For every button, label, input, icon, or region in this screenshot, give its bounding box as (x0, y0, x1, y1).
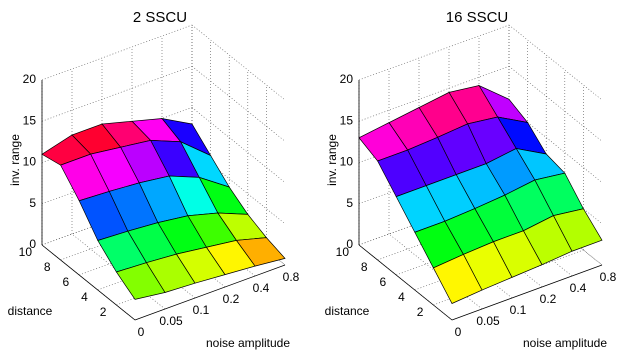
z-tick-label: 0 (346, 237, 353, 251)
y-tick-label: 8 (44, 260, 51, 274)
y-tick-label: 4 (398, 290, 405, 304)
x-tick-label: 0.05 (159, 314, 183, 328)
x-tick-label: 0.4 (570, 281, 587, 295)
grid-line (508, 107, 603, 183)
y-tick-label: 4 (81, 290, 88, 304)
y-axis (41, 244, 136, 321)
x-tick-label: 0 (455, 325, 462, 339)
y-axis (358, 244, 453, 321)
grid-line (71, 233, 166, 310)
grid-line (41, 24, 193, 81)
x-tick-label: 0.2 (540, 292, 557, 306)
grid-line (358, 24, 510, 81)
z-axis-label: inv. range (8, 134, 22, 186)
x-tick-label: 0.8 (600, 270, 617, 284)
x-tick-label: 0.1 (510, 303, 527, 317)
x-tick-label: 0.8 (283, 270, 300, 284)
y-tick-label: 8 (361, 260, 368, 274)
y-axis-label: distance (325, 304, 370, 318)
x-axis-label: noise amplitude (206, 336, 290, 350)
z-tick-label: 15 (340, 113, 354, 127)
surface-cell (432, 253, 483, 304)
y-tick-label: 2 (100, 305, 107, 319)
x-tick-label: 0 (138, 325, 145, 339)
chart-title: 2 SSCU (133, 9, 187, 26)
y-tick-label: 2 (417, 305, 424, 319)
z-tick-label: 5 (346, 196, 353, 210)
grid-line (191, 24, 286, 101)
z-tick-label: 10 (23, 155, 37, 169)
grid-line (508, 189, 603, 266)
grid-line (191, 148, 286, 224)
grid-line (508, 24, 603, 101)
surface-cell (115, 262, 166, 300)
x-tick-label: 0.2 (223, 292, 240, 306)
chart-title: 16 SSCU (446, 9, 509, 26)
z-tick-label: 10 (340, 155, 354, 169)
z-tick-label: 15 (23, 113, 37, 127)
x-tick-label: 0.05 (476, 314, 500, 328)
z-tick-label: 20 (340, 72, 354, 86)
grid-line (191, 66, 286, 142)
x-axis (134, 264, 286, 321)
x-axis (451, 264, 603, 321)
z-tick-label: 20 (23, 72, 37, 86)
y-axis-label: distance (8, 304, 53, 318)
y-tick-label: 10 (19, 245, 33, 259)
z-tick-label: 5 (29, 196, 36, 210)
grid-line (388, 233, 483, 310)
grid-line (508, 66, 603, 142)
x-tick-label: 0.4 (253, 281, 270, 295)
z-tick-label: 0 (29, 237, 36, 251)
y-tick-label: 6 (380, 275, 387, 289)
grid-line (508, 148, 603, 224)
y-tick-label: 6 (63, 275, 70, 289)
y-tick-label: 10 (336, 245, 350, 259)
grid-line (41, 65, 193, 122)
z-axis-label: inv. range (325, 134, 339, 186)
x-axis-label: noise amplitude (523, 336, 607, 350)
grid-line (191, 107, 286, 183)
x-tick-label: 0.1 (193, 303, 210, 317)
